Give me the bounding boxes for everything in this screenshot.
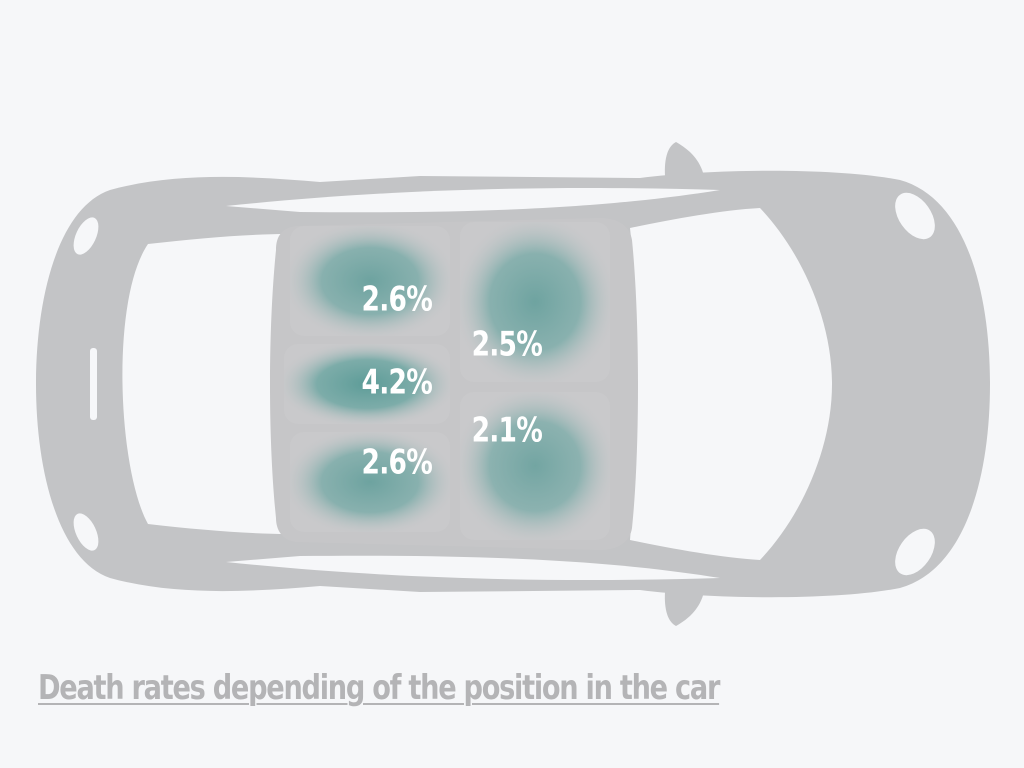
label-rear-left: 2.6% <box>362 280 433 319</box>
chart-caption: Death rates depending of the position in… <box>38 668 720 708</box>
label-rear-middle: 4.2% <box>362 363 433 402</box>
car-windows <box>73 187 935 581</box>
headlight-left <box>895 192 935 240</box>
heat-front-right <box>460 392 610 540</box>
label-front-right: 2.1% <box>472 411 543 450</box>
heat-rear-middle <box>284 344 450 424</box>
heat-rear-left <box>290 226 450 336</box>
rear-handle <box>90 348 97 420</box>
taillight-right <box>73 513 99 551</box>
rear-window <box>122 234 288 534</box>
left-side-window <box>226 187 720 213</box>
windshield <box>630 208 832 560</box>
heat-rear-right <box>290 432 450 532</box>
label-front-left: 2.5% <box>472 325 543 364</box>
seat-labels: 2.6% 4.2% 2.6% 2.5% 2.1% <box>362 280 544 482</box>
taillight-left <box>73 217 99 255</box>
headlight-right <box>895 528 935 576</box>
heat-front-left <box>460 222 610 382</box>
seats <box>284 222 610 540</box>
label-rear-right: 2.6% <box>362 443 433 482</box>
right-side-window <box>226 555 720 581</box>
left-mirror <box>664 142 704 176</box>
right-mirror <box>664 592 704 626</box>
